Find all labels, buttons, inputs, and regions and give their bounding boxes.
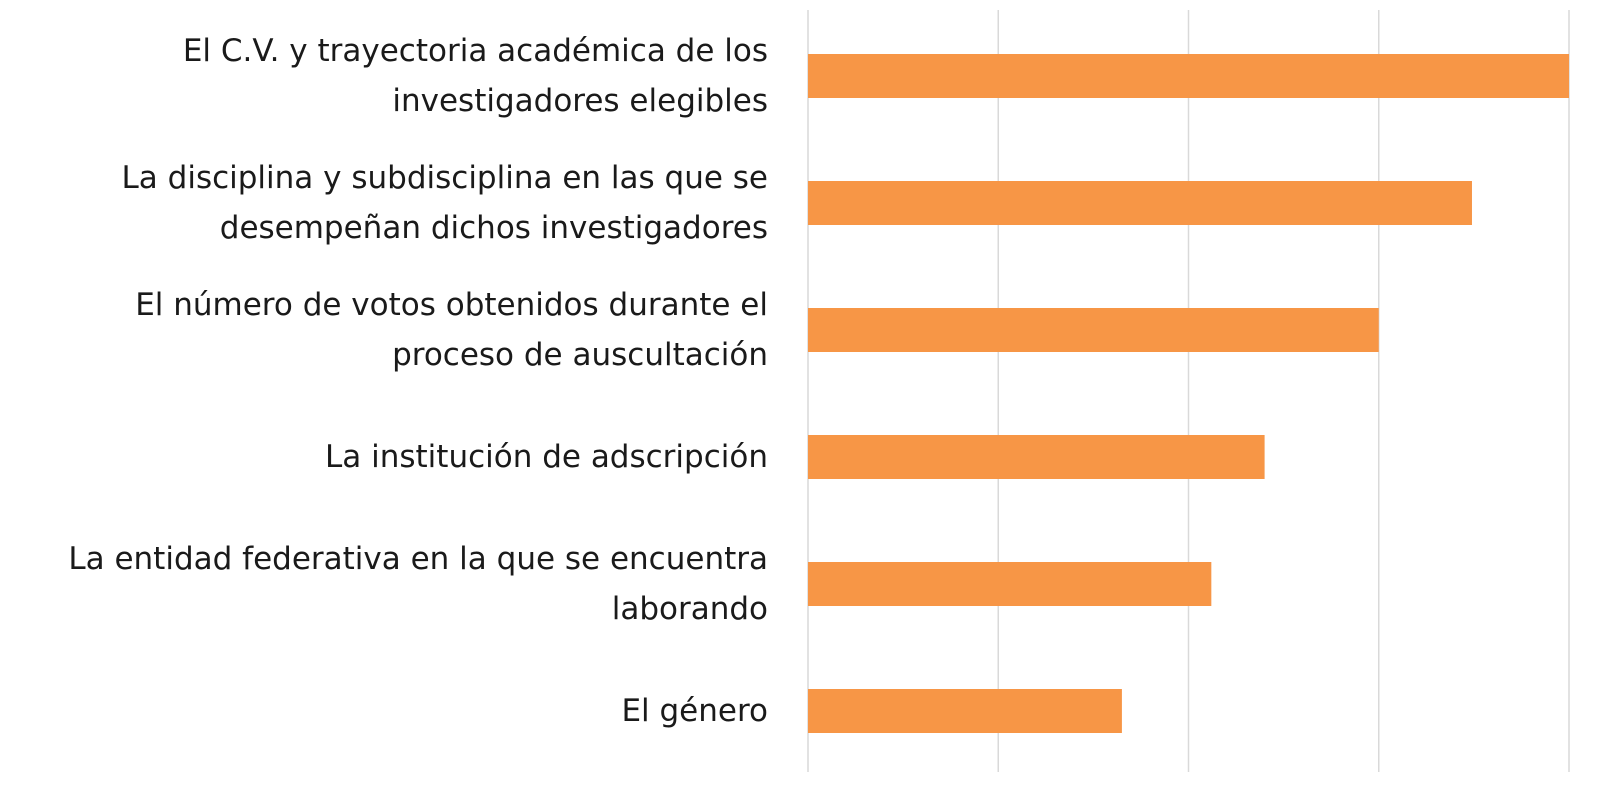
category-label: El C.V. y trayectoria académica de los i… (182, 33, 768, 119)
bar (808, 435, 1265, 479)
category-label: La disciplina y subdisciplina en las que… (121, 160, 768, 246)
bar (808, 181, 1472, 225)
bar (808, 562, 1212, 606)
bar (808, 54, 1569, 98)
category-label: La institución de adscripción (324, 439, 768, 475)
category-label: La entidad federativa en la que se encue… (68, 541, 768, 627)
bar (808, 689, 1122, 733)
category-label: El género (621, 693, 768, 729)
bar (808, 308, 1379, 352)
category-label: El número de votos obtenidos durante el … (135, 287, 768, 373)
